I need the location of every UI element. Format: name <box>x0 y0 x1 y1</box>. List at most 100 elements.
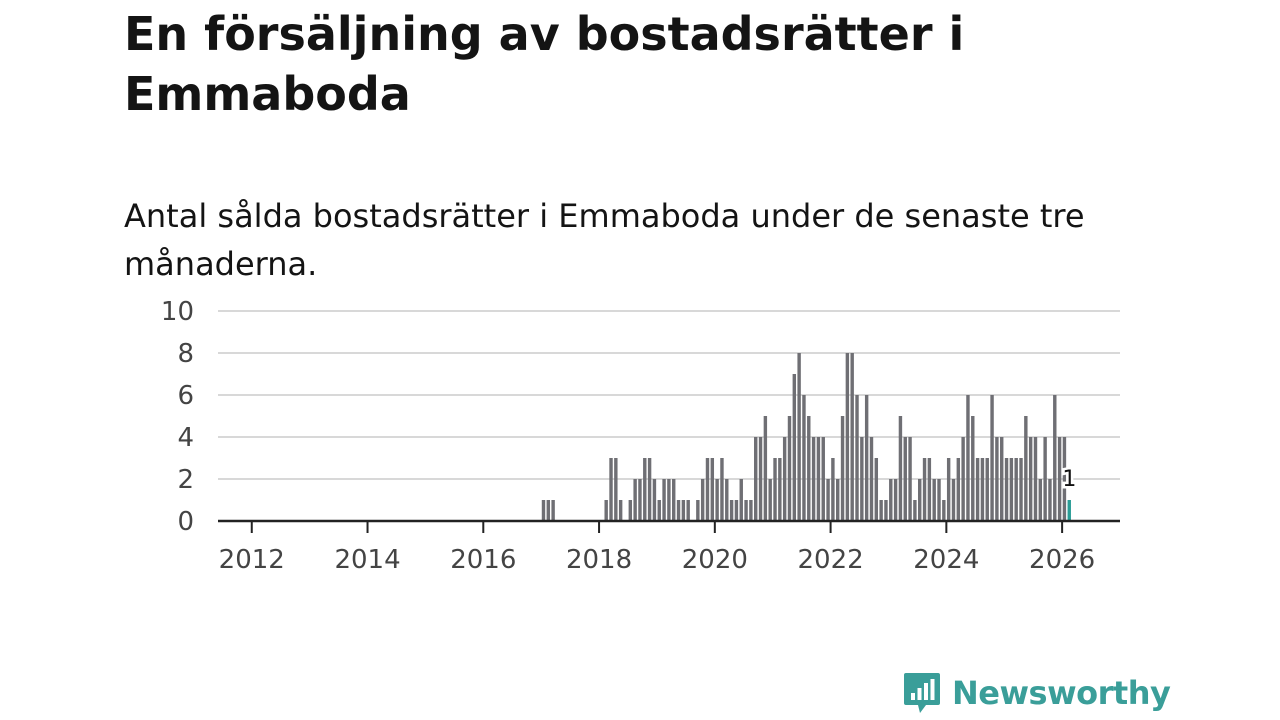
gridlines <box>218 310 1120 480</box>
newsworthy-logo: Newsworthy <box>902 668 1171 718</box>
bar <box>744 500 748 521</box>
bar <box>932 479 936 521</box>
bar <box>922 458 927 521</box>
bar <box>966 395 970 521</box>
bar <box>643 458 647 521</box>
bar <box>749 500 753 521</box>
bar <box>782 437 787 521</box>
bar <box>1028 437 1033 521</box>
bar <box>980 458 985 521</box>
bar <box>618 500 623 521</box>
bar <box>792 374 797 521</box>
bar <box>1062 437 1067 521</box>
bar <box>638 479 642 521</box>
bar <box>951 479 956 521</box>
bar <box>1038 479 1043 521</box>
bar <box>971 416 975 521</box>
bar <box>662 479 666 521</box>
bar <box>1043 437 1047 521</box>
bar <box>686 500 690 521</box>
x-tick-label: 2026 <box>1029 545 1095 575</box>
bar <box>893 479 898 521</box>
bar <box>821 437 825 521</box>
bar <box>802 395 806 521</box>
bars <box>541 353 1071 521</box>
bar <box>734 500 739 521</box>
bar <box>705 458 710 521</box>
bar <box>758 437 763 521</box>
bar <box>739 479 743 521</box>
bar <box>908 437 912 521</box>
bar <box>1057 437 1062 521</box>
bar <box>946 458 951 521</box>
bar <box>995 437 999 521</box>
bar <box>956 458 961 521</box>
brand-name: Newsworthy <box>952 674 1171 712</box>
bar <box>816 437 821 521</box>
bar <box>696 500 700 521</box>
bar <box>657 500 661 521</box>
bar <box>633 479 637 521</box>
bar <box>754 437 758 521</box>
bar <box>773 458 777 521</box>
bar <box>811 437 816 521</box>
bar <box>1053 395 1057 521</box>
bar <box>541 500 546 521</box>
bar <box>831 458 835 521</box>
bar <box>551 500 555 521</box>
bar <box>903 437 907 521</box>
bar <box>961 437 965 521</box>
bar <box>763 416 768 521</box>
bar <box>807 416 811 521</box>
bar <box>667 479 671 521</box>
x-tick-label: 2024 <box>913 545 979 575</box>
bar <box>927 458 932 521</box>
y-tick-label: 4 <box>177 423 194 453</box>
bar <box>860 437 864 521</box>
bar <box>985 458 989 521</box>
bar <box>546 500 551 521</box>
data-labels: 1 <box>1060 465 1079 495</box>
bar <box>700 479 705 521</box>
x-tick-label: 2018 <box>566 545 632 575</box>
x-tick-label: 2014 <box>334 545 400 575</box>
y-tick-label: 10 <box>161 297 194 327</box>
bar <box>720 458 724 521</box>
bar <box>937 479 941 521</box>
highlight-bar <box>1067 500 1071 521</box>
bar <box>604 500 608 521</box>
chart-subtitle: Antal sålda bostadsrätter i Emmaboda und… <box>124 197 1085 283</box>
x-tick-label: 2012 <box>219 545 285 575</box>
chart-title: En försäljning av bostadsrätter i Emmabo… <box>124 7 965 121</box>
bar <box>836 479 840 521</box>
bar <box>676 500 681 521</box>
bar <box>1048 479 1052 521</box>
bar <box>715 479 719 521</box>
bar <box>845 353 850 521</box>
bar <box>855 395 859 521</box>
bar <box>913 500 917 521</box>
bar <box>609 458 613 521</box>
bar <box>990 395 994 521</box>
bar <box>942 500 946 521</box>
bar <box>1024 416 1028 521</box>
bar <box>797 353 801 521</box>
axes: 0 2 4 6 8 10 2012 2014 2016 2018 2020 2022 2024 2026 <box>161 297 1120 575</box>
bar <box>850 353 854 521</box>
y-tick-label: 8 <box>177 339 194 369</box>
bar <box>768 479 772 521</box>
bar <box>889 479 893 521</box>
bar <box>874 458 879 521</box>
bar <box>1019 458 1023 521</box>
bar <box>879 500 883 521</box>
y-tick-label: 0 <box>177 507 194 537</box>
bar <box>864 395 869 521</box>
y-tick-label: 6 <box>177 381 194 411</box>
newsworthy-logo-icon <box>904 673 940 713</box>
bar <box>898 416 903 521</box>
x-tick-label: 2022 <box>798 545 864 575</box>
bar <box>1004 458 1009 521</box>
bar <box>787 416 792 521</box>
bar <box>1000 437 1004 521</box>
x-tick-label: 2016 <box>450 545 516 575</box>
